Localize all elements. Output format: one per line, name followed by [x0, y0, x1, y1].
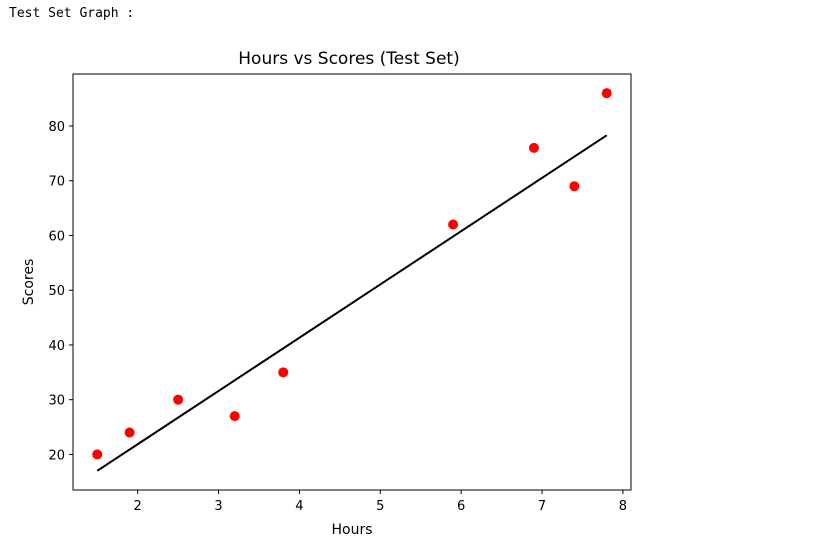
x-tick-label: 5 [376, 499, 384, 514]
x-tick-label: 6 [457, 499, 465, 514]
x-tick-label: 7 [538, 499, 546, 514]
y-tick-label: 30 [48, 394, 65, 409]
scatter-point [601, 88, 612, 99]
output-caption: Test Set Graph : [9, 6, 135, 21]
plot-area: 2 3 4 5 6 7 8 20 30 40 50 60 70 80 [48, 73, 632, 514]
x-tick-label: 4 [295, 499, 303, 514]
y-tick-label: 40 [48, 339, 65, 354]
scatter-point [124, 427, 135, 438]
scatter-point [278, 367, 289, 378]
y-tick-label: 70 [48, 175, 65, 190]
y-tick-label: 80 [48, 120, 65, 135]
regression-line [96, 134, 608, 472]
x-tick-label: 8 [619, 499, 627, 514]
chart-title: Hours vs Scores (Test Set) [238, 49, 459, 69]
x-tick-label: 2 [134, 499, 142, 514]
y-tick-label: 60 [48, 229, 65, 244]
scatter-point [528, 142, 539, 153]
x-tick-label: 3 [214, 499, 222, 514]
y-tick-label: 20 [48, 448, 65, 463]
scatter-point [448, 219, 459, 230]
x-axis-title: Hours [331, 522, 372, 538]
y-tick-label: 50 [48, 284, 65, 299]
axes-frame [72, 73, 632, 491]
y-axis-title: Scores [21, 259, 37, 306]
scatter-point [229, 411, 240, 422]
scatter-point [92, 449, 103, 460]
scatter-point [569, 181, 580, 192]
scatter-point [173, 394, 184, 405]
